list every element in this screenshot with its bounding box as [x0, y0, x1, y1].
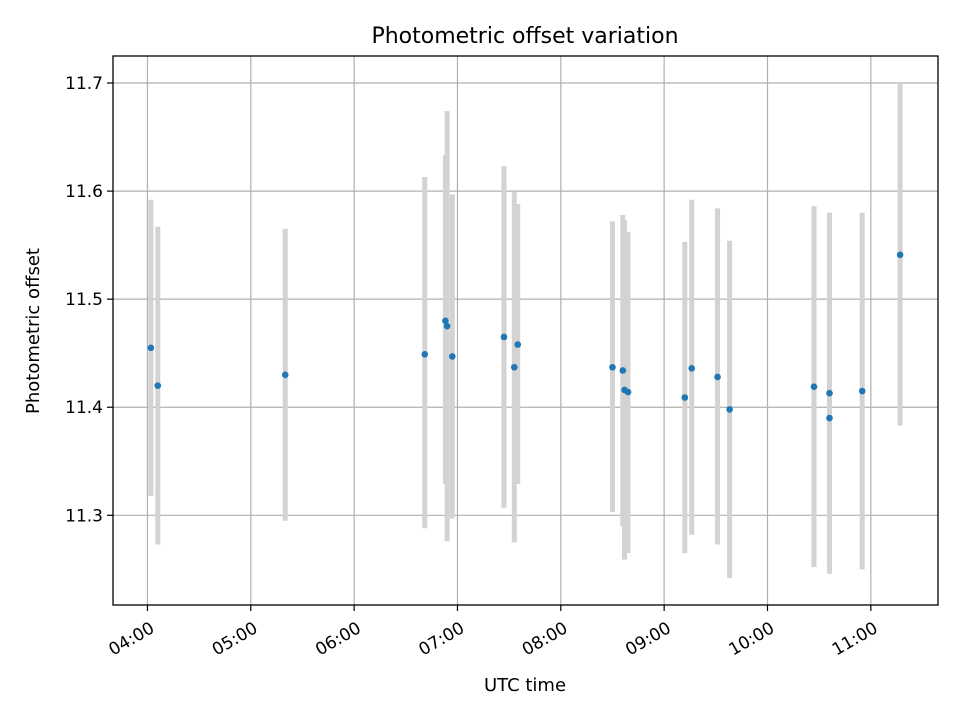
data-point	[421, 350, 429, 358]
data-point	[500, 333, 508, 341]
data-point	[443, 322, 451, 330]
data-point	[147, 344, 155, 352]
data-point	[826, 414, 833, 422]
chart-title: Photometric offset variation	[371, 24, 678, 49]
data-point	[726, 406, 733, 413]
data-point	[609, 363, 616, 371]
data-point	[810, 383, 818, 390]
data-points	[147, 251, 904, 422]
data-point	[896, 251, 904, 259]
data-point	[688, 365, 696, 372]
data-point	[826, 389, 833, 397]
data-point	[858, 387, 866, 395]
data-point	[281, 371, 289, 379]
y-tick-label: 11.7	[65, 74, 103, 94]
y-tick-label: 11.5	[65, 290, 103, 310]
y-tick-label: 11.4	[65, 398, 103, 418]
data-point	[449, 353, 456, 360]
data-point	[511, 363, 518, 371]
data-point	[154, 382, 162, 389]
data-point	[681, 394, 689, 401]
x-axis-label: UTC time	[484, 675, 566, 696]
grid-lines	[113, 56, 938, 605]
data-point	[619, 367, 627, 374]
data-point	[624, 388, 632, 396]
y-tick-label: 11.6	[65, 182, 103, 202]
y-tick-label: 11.3	[65, 506, 103, 526]
data-point	[442, 317, 449, 325]
plot-frame	[112, 55, 939, 606]
data-point	[714, 373, 721, 381]
data-point	[514, 341, 522, 348]
y-axis-label: Photometric offset	[23, 248, 44, 414]
